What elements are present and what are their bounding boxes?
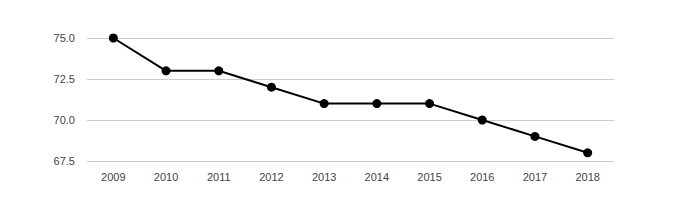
svg-text:70.0: 70.0 bbox=[54, 114, 75, 126]
svg-text:2014: 2014 bbox=[365, 171, 389, 183]
svg-text:2013: 2013 bbox=[312, 171, 336, 183]
svg-text:2018: 2018 bbox=[575, 171, 599, 183]
svg-text:2009: 2009 bbox=[101, 171, 125, 183]
svg-text:2015: 2015 bbox=[417, 171, 441, 183]
svg-text:75.0: 75.0 bbox=[54, 32, 75, 44]
svg-text:2010: 2010 bbox=[154, 171, 178, 183]
svg-text:72.5: 72.5 bbox=[54, 73, 75, 85]
svg-text:67.5: 67.5 bbox=[54, 155, 75, 167]
svg-text:2011: 2011 bbox=[207, 171, 231, 183]
svg-text:2017: 2017 bbox=[523, 171, 547, 183]
svg-text:2016: 2016 bbox=[470, 171, 494, 183]
svg-text:2012: 2012 bbox=[259, 171, 283, 183]
